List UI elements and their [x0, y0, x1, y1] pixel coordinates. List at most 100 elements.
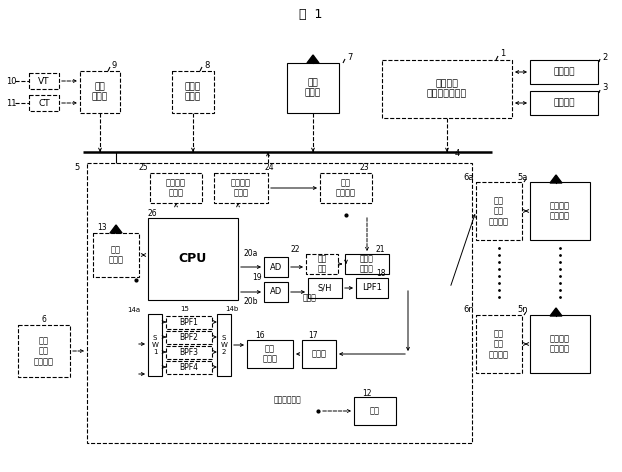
Text: 部分放電
検出回路: 部分放電 検出回路	[550, 201, 570, 221]
Text: 14b: 14b	[225, 306, 238, 312]
Bar	[308, 278, 342, 298]
Text: 6: 6	[41, 315, 46, 325]
Bar	[172, 71, 214, 113]
Text: 22: 22	[290, 245, 300, 254]
Polygon shape	[550, 175, 562, 183]
Bar	[164, 314, 214, 376]
Text: 5n: 5n	[518, 305, 528, 314]
Bar	[247, 340, 293, 368]
Text: 23: 23	[360, 163, 369, 172]
Text: 4: 4	[455, 150, 460, 159]
Text: 1: 1	[500, 50, 505, 59]
Text: 保護
リレー: 保護 リレー	[92, 82, 108, 101]
Text: 10: 10	[6, 76, 16, 85]
Bar	[217, 314, 231, 376]
Text: 26: 26	[148, 210, 157, 219]
Bar	[264, 257, 288, 277]
Text: 6a: 6a	[463, 172, 474, 182]
Text: 11: 11	[6, 99, 16, 108]
Text: 19: 19	[253, 273, 262, 283]
Text: VT: VT	[38, 76, 50, 85]
Text: S
W
2: S W 2	[221, 335, 228, 355]
Bar	[530, 315, 590, 373]
Text: 7: 7	[347, 52, 353, 61]
Text: 図  1: 図 1	[299, 8, 323, 22]
Text: 25: 25	[138, 163, 148, 172]
Text: 部分
放電
アンテナ: 部分 放電 アンテナ	[489, 196, 509, 226]
Bar	[264, 282, 288, 302]
Text: 平均値: 平均値	[303, 294, 317, 303]
Bar	[148, 314, 162, 376]
Text: 部分
放電
アンテナ: 部分 放電 アンテナ	[34, 336, 54, 366]
Bar	[356, 278, 388, 298]
Bar	[287, 63, 339, 113]
Text: 表示装置: 表示装置	[553, 67, 575, 76]
Text: 無線
影地局: 無線 影地局	[305, 78, 321, 98]
Text: 6n: 6n	[463, 305, 474, 314]
Bar	[148, 218, 238, 300]
Text: 無線
通信部: 無線 通信部	[108, 245, 124, 265]
Bar	[530, 60, 598, 84]
Text: 回路駆動電圧: 回路駆動電圧	[274, 396, 302, 405]
Text: BPF4: BPF4	[180, 363, 198, 372]
Text: 部分放電
診断・解析装置: 部分放電 診断・解析装置	[427, 79, 467, 99]
Text: BPF2: BPF2	[180, 333, 198, 342]
Text: 検波器: 検波器	[312, 349, 327, 359]
Text: 5a: 5a	[518, 172, 528, 182]
Bar	[150, 173, 202, 203]
Bar	[530, 91, 598, 115]
Bar	[18, 325, 70, 377]
Text: 18: 18	[376, 270, 386, 278]
Bar	[214, 173, 268, 203]
Text: 21: 21	[376, 245, 386, 254]
Text: ピーク
検出器: ピーク 検出器	[360, 254, 374, 274]
Text: 電池: 電池	[370, 406, 380, 415]
Bar	[530, 182, 590, 240]
Text: 17: 17	[308, 330, 318, 339]
Bar	[29, 73, 59, 89]
Text: 13: 13	[97, 224, 106, 233]
Bar	[166, 316, 212, 329]
Text: 8: 8	[204, 60, 210, 69]
Text: 20b: 20b	[243, 297, 258, 306]
Text: 部分放電
検出回路: 部分放電 検出回路	[550, 334, 570, 354]
Text: 5: 5	[75, 163, 80, 172]
Text: 記憶装置: 記憶装置	[553, 99, 575, 108]
Bar	[354, 397, 396, 425]
Text: 対数
増幅器: 対数 増幅器	[262, 344, 277, 364]
Text: スリープ
タイマ: スリープ タイマ	[166, 178, 186, 198]
Polygon shape	[110, 225, 122, 233]
Text: 14a: 14a	[127, 307, 140, 313]
Text: S
W
1: S W 1	[152, 335, 159, 355]
Text: 遅延
回路: 遅延 回路	[317, 254, 327, 274]
Text: 12: 12	[362, 388, 371, 397]
Bar	[80, 71, 120, 113]
Bar	[93, 233, 139, 277]
Text: CPU: CPU	[179, 253, 207, 265]
Bar	[476, 182, 522, 240]
Bar	[382, 60, 512, 118]
Text: BPF3: BPF3	[180, 348, 198, 357]
Text: 9: 9	[112, 60, 118, 69]
Text: 分割
クロック: 分割 クロック	[336, 178, 356, 198]
Polygon shape	[550, 308, 562, 316]
Bar	[166, 361, 212, 374]
Text: 24: 24	[265, 163, 275, 172]
Bar	[320, 173, 372, 203]
Text: AD: AD	[270, 287, 282, 296]
Bar	[476, 315, 522, 373]
Bar	[302, 340, 336, 368]
Bar	[29, 95, 59, 111]
Bar	[345, 254, 389, 274]
Text: 16: 16	[255, 330, 264, 339]
Text: 2: 2	[602, 52, 607, 61]
Text: BPF1: BPF1	[180, 318, 198, 327]
Text: 部分
放電
アンテナ: 部分 放電 アンテナ	[489, 329, 509, 359]
Bar	[166, 331, 212, 344]
Bar	[87, 163, 472, 443]
Bar	[166, 346, 212, 359]
Text: LPF1: LPF1	[362, 284, 382, 293]
Text: 15: 15	[180, 306, 190, 312]
Bar	[306, 254, 338, 274]
Text: AD: AD	[270, 262, 282, 271]
